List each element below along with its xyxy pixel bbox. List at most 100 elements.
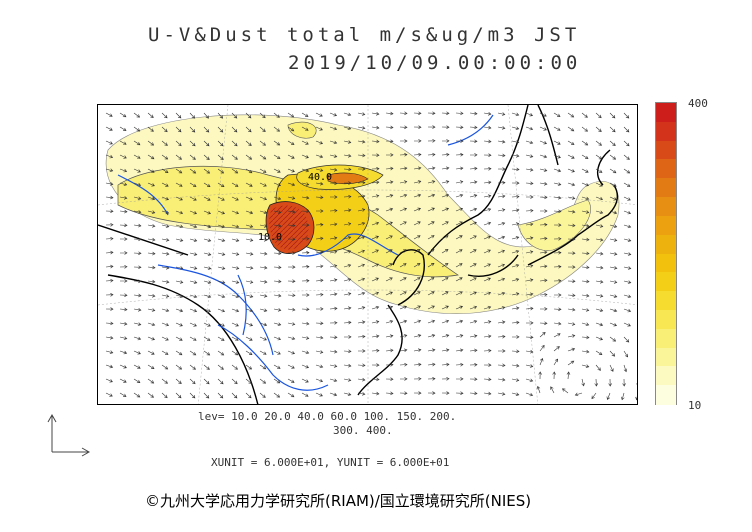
wind-arrow: [357, 392, 366, 396]
wind-arrow: [400, 139, 408, 143]
wind-arrow: [231, 364, 238, 370]
wind-arrow: [133, 307, 142, 312]
wind-arrow: [595, 196, 604, 201]
wind-arrow: [511, 140, 520, 144]
wind-arrow: [427, 362, 436, 367]
colorbar-swatch: [656, 291, 676, 311]
wind-arrow: [539, 250, 548, 255]
wind-arrow: [133, 378, 141, 384]
wind-arrow: [315, 168, 324, 172]
colorbar-swatch: [656, 103, 676, 123]
unit-scale: XUNIT = 6.000E+01, YUNIT = 6.000E+01: [211, 456, 450, 469]
wind-arrow: [273, 251, 282, 256]
wind-arrow: [427, 291, 435, 296]
wind-arrow: [483, 263, 491, 268]
wind-arrow: [343, 194, 352, 199]
wind-arrow: [623, 280, 632, 284]
wind-arrow: [175, 112, 182, 119]
wind-arrow: [217, 392, 224, 399]
wind-arrow: [203, 294, 212, 299]
wind-arrow: [329, 236, 338, 240]
wind-arrow: [525, 264, 534, 268]
wind-arrow: [595, 140, 602, 146]
wind-arrow: [469, 334, 478, 338]
wind-arrow: [595, 279, 604, 284]
wind-arrow: [315, 335, 324, 340]
wind-arrow: [623, 364, 628, 373]
wind-arrow: [203, 224, 212, 229]
wind-arrow: [245, 112, 252, 119]
wind-arrow: [161, 112, 168, 119]
contour-label: 40.0: [308, 172, 332, 183]
wind-arrow: [343, 363, 352, 368]
wind-arrow: [119, 209, 128, 214]
wind-arrow: [455, 277, 463, 282]
wind-arrow: [623, 252, 632, 256]
wind-arrow: [357, 167, 366, 171]
wind-arrow: [371, 348, 380, 353]
wind-arrow: [441, 180, 450, 184]
wind-arrow: [189, 126, 196, 133]
wind-arrow: [273, 378, 281, 384]
wind-arrow: [175, 266, 184, 270]
wind-arrow: [469, 235, 477, 240]
wind-arrow: [315, 112, 323, 117]
wind-arrow: [567, 265, 576, 269]
wind-arrow: [441, 263, 449, 268]
wind-arrow: [581, 196, 590, 201]
wind-arrow: [161, 294, 170, 298]
wind-arrow: [231, 392, 238, 399]
colorbar-swatch: [656, 215, 676, 236]
wind-arrow: [147, 237, 156, 242]
wind-arrow: [553, 264, 562, 269]
wind-arrow: [623, 210, 632, 215]
wind-arrow: [259, 308, 268, 312]
wind-arrow: [147, 322, 156, 327]
wind-arrow: [371, 291, 380, 296]
wind-arrow: [595, 224, 604, 228]
wind-arrow: [231, 238, 240, 242]
wind-arrow: [385, 194, 394, 198]
wind-arrow: [161, 322, 170, 327]
wind-arrow: [385, 263, 393, 268]
wind-arrow: [455, 348, 464, 353]
wind-arrow: [385, 348, 394, 353]
wind-arrow: [567, 237, 576, 242]
wind-arrow: [161, 210, 170, 215]
wind-arrow: [105, 236, 114, 241]
wind-arrow: [497, 153, 506, 158]
wind-arrow: [343, 167, 352, 172]
wind-arrow: [606, 392, 611, 401]
wind-arrow: [119, 126, 127, 131]
wind-arrow: [469, 194, 478, 198]
wind-arrow: [441, 125, 450, 129]
wind-arrow: [203, 266, 212, 270]
wind-arrow: [399, 263, 407, 268]
wind-arrow: [147, 251, 156, 256]
wind-arrow: [609, 168, 617, 174]
wind-arrow: [287, 140, 295, 145]
wind-arrow: [217, 336, 225, 341]
wind-arrow: [329, 126, 338, 131]
wind-arrow: [203, 112, 209, 119]
wind-arrow: [245, 126, 252, 133]
wind-arrow: [245, 336, 253, 341]
wind-arrow: [133, 126, 141, 132]
wind-arrow: [315, 350, 324, 354]
wind-arrow: [413, 207, 422, 212]
wind-arrow: [595, 210, 604, 214]
wind-arrow: [147, 308, 156, 312]
wind-arrow: [147, 196, 156, 201]
wind-arrow: [553, 112, 561, 117]
wind-arrow: [287, 126, 295, 132]
wind-arrow: [133, 392, 141, 398]
wind-arrow: [315, 292, 324, 297]
wind-arrow: [120, 237, 128, 241]
chart-datetime: 2019/10/09.00:00:00: [288, 52, 582, 74]
wind-arrow: [259, 196, 268, 201]
wind-arrow: [147, 182, 155, 187]
wind-arrow: [358, 349, 366, 353]
wind-arrow: [273, 265, 282, 270]
colorbar-swatch: [656, 366, 676, 386]
wind-arrow: [371, 320, 380, 324]
